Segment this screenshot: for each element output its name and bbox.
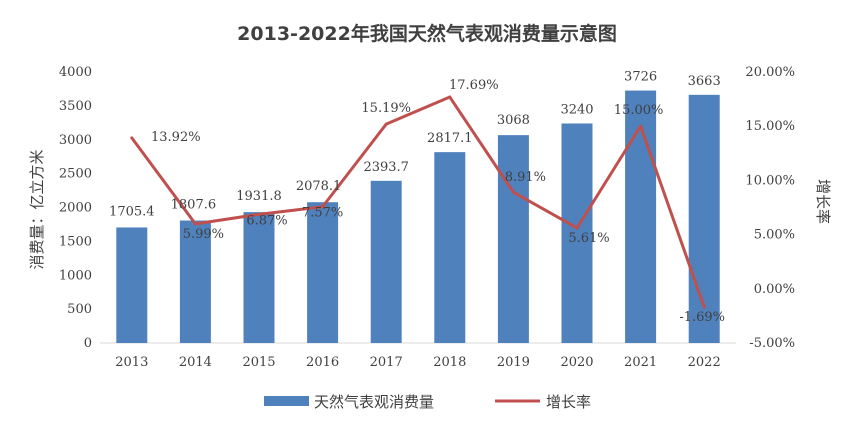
line-value-label: 6.87%: [246, 213, 287, 228]
line-series: [130, 95, 706, 309]
line-value-label: 8.91%: [505, 170, 546, 185]
x-tick-label: 2014: [179, 355, 212, 370]
y-tick-label: 3000: [59, 133, 92, 148]
x-tick-label: 2016: [306, 355, 339, 370]
bar-2013: [116, 227, 148, 343]
line-value-label: -1.69%: [679, 310, 725, 325]
growth-point-2016: [321, 205, 325, 209]
bar-value-label: 1931.8: [236, 189, 282, 204]
growth-point-2021: [639, 124, 643, 128]
y2-tick-label: 10.00%: [745, 173, 795, 188]
x-tick-label: 2021: [624, 355, 657, 370]
y2-tick-label: 5.00%: [754, 228, 795, 243]
bar-2014: [179, 220, 211, 343]
growth-rate-line: [130, 95, 706, 308]
bar-2022: [688, 94, 720, 343]
y-tick-label: 0: [84, 336, 92, 351]
growth-point-2022: [702, 305, 706, 309]
bar-series: [116, 90, 720, 344]
y2-tick-label: 20.00%: [745, 65, 795, 80]
legend: 天然气表观消费量 增长率: [264, 393, 591, 411]
bar-2015: [243, 212, 275, 343]
x-tick-label: 2020: [560, 355, 593, 370]
growth-point-2018: [448, 95, 452, 99]
bar-value-label: 2078.1: [296, 179, 342, 194]
line-value-label: 5.61%: [568, 231, 609, 246]
line-value-label: 15.19%: [361, 101, 411, 116]
growth-point-2019: [511, 190, 515, 194]
bar-value-label: 3663: [688, 74, 721, 89]
y2-tick-label: 15.00%: [745, 119, 795, 134]
bar-value-label: 1807.6: [171, 198, 217, 213]
y-tick-label: 1500: [59, 234, 92, 249]
bar-2021: [625, 90, 657, 343]
data-labels: 1705.4 1807.6 1931.8 2078.1 2393.7 2817.1 3068…: [109, 70, 725, 326]
growth-point-2015: [257, 212, 261, 216]
y-tick-label: 1000: [59, 268, 92, 283]
y2-tick-label: -5.00%: [749, 336, 795, 351]
bar-value-label: 2393.7: [363, 160, 409, 175]
y-tick-label: 2500: [59, 167, 92, 182]
y2-axis-title: 增长率: [814, 179, 832, 224]
growth-point-2017: [384, 122, 388, 126]
y-tick-label: 500: [67, 302, 92, 317]
bar-2018: [434, 152, 466, 343]
legend-swatch-bar: [264, 396, 309, 406]
growth-point-2020: [575, 226, 579, 230]
bar-value-label: 1705.4: [109, 204, 155, 219]
x-tick-label: 2022: [688, 355, 721, 370]
bar-value-label: 3240: [560, 102, 593, 117]
bar-value-label: 3726: [624, 70, 657, 85]
bar-2017: [370, 180, 402, 343]
growth-point-2013: [130, 136, 134, 140]
bar-2016: [307, 202, 339, 343]
bar-value-label: 2817.1: [427, 131, 473, 146]
x-tick-label: 2013: [115, 355, 148, 370]
x-tick-label: 2017: [370, 355, 403, 370]
line-value-label: 17.69%: [449, 78, 499, 93]
bar-value-label: 3068: [497, 113, 530, 128]
y-tick-label: 3500: [59, 99, 92, 114]
growth-point-2014: [193, 222, 197, 226]
line-value-label: 5.99%: [183, 227, 224, 242]
bar-2020: [561, 123, 593, 344]
legend-label-bar: 天然气表观消费量: [314, 393, 434, 411]
chart-title: 2013-2022年我国天然气表观消费量示意图: [237, 22, 617, 45]
axes: 0 500 1000 1500 2000 2500 3000 3500 4000 -5.00% 0.…: [59, 65, 795, 370]
line-value-label: 13.92%: [151, 130, 201, 145]
line-value-label: 15.00%: [614, 103, 664, 118]
y-tick-label: 4000: [59, 65, 92, 80]
y-axis-title: 消费量：亿立方米: [28, 149, 46, 269]
y2-tick-label: 0.00%: [754, 282, 795, 297]
line-value-label: 7.57%: [302, 206, 343, 221]
y-tick-label: 2000: [59, 201, 92, 216]
x-tick-label: 2018: [433, 355, 466, 370]
bar-2019: [497, 135, 529, 343]
x-tick-label: 2019: [497, 355, 530, 370]
legend-label-line: 增长率: [546, 393, 591, 411]
x-tick-label: 2015: [242, 355, 275, 370]
